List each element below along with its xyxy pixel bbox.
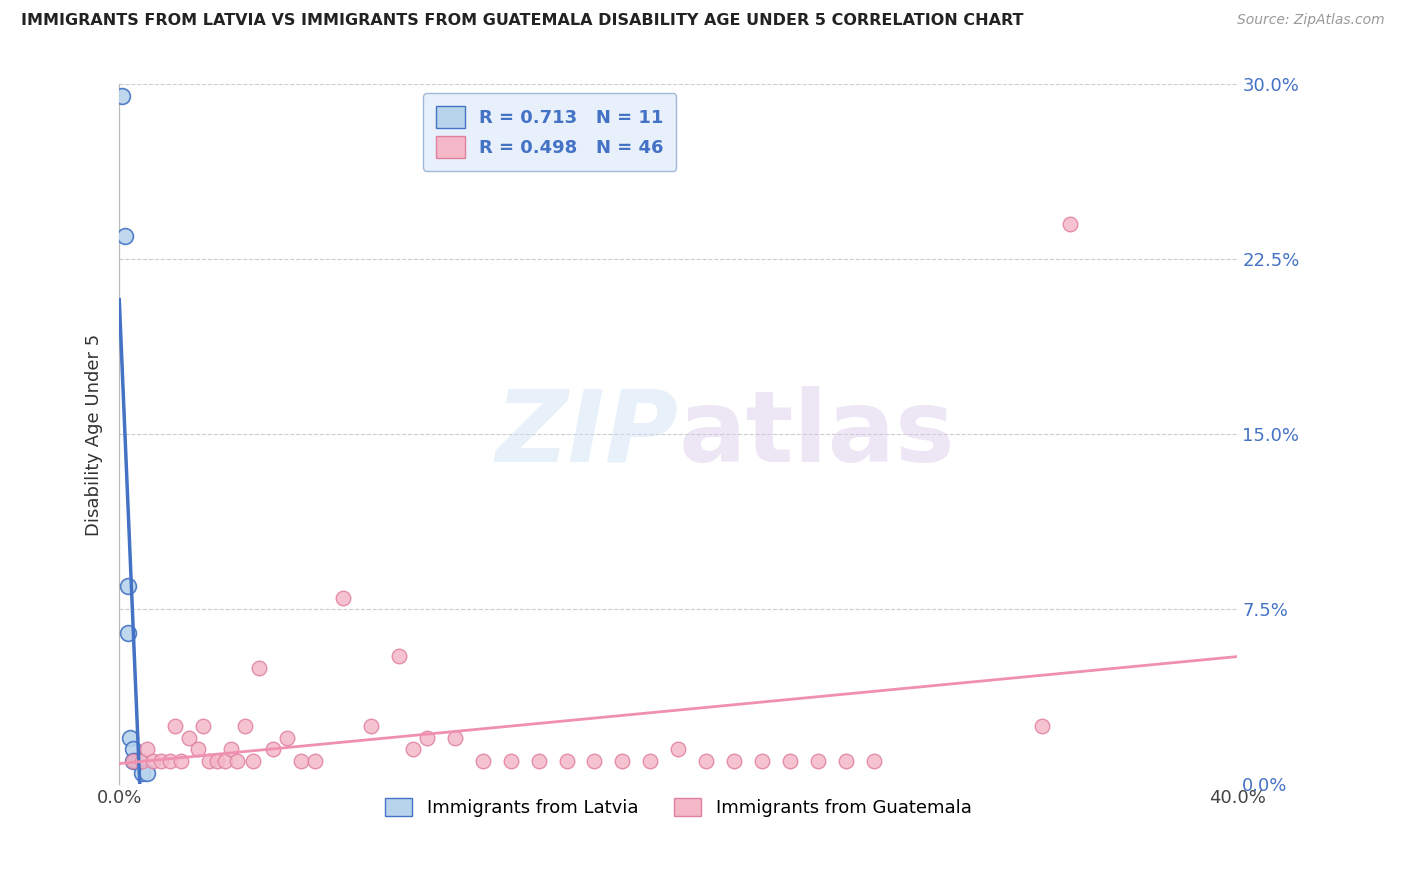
Point: [360, 719, 382, 733]
Point: [262, 742, 284, 756]
Point: [807, 754, 830, 768]
Point: [165, 719, 187, 733]
Point: [835, 754, 858, 768]
Y-axis label: Disability Age Under 5: Disability Age Under 5: [86, 334, 103, 535]
Point: [122, 754, 145, 768]
Point: [122, 754, 145, 768]
Point: [186, 742, 208, 756]
Point: [499, 754, 522, 768]
Point: [416, 731, 439, 745]
Point: [332, 591, 354, 605]
Point: [388, 649, 411, 664]
Point: [583, 754, 606, 768]
Point: [179, 731, 201, 745]
Point: [214, 754, 236, 768]
Point: [555, 754, 578, 768]
Point: [527, 754, 550, 768]
Point: [136, 765, 159, 780]
Point: [122, 742, 145, 756]
Text: ZIP: ZIP: [495, 386, 678, 483]
Point: [723, 754, 745, 768]
Point: [128, 754, 150, 768]
Point: [205, 754, 228, 768]
Point: [136, 742, 159, 756]
Point: [751, 754, 773, 768]
Point: [666, 742, 689, 756]
Legend: Immigrants from Latvia, Immigrants from Guatemala: Immigrants from Latvia, Immigrants from …: [378, 790, 979, 824]
Point: [219, 742, 242, 756]
Point: [695, 754, 717, 768]
Text: atlas: atlas: [678, 386, 955, 483]
Point: [640, 754, 662, 768]
Point: [443, 731, 465, 745]
Point: [247, 661, 270, 675]
Point: [191, 719, 214, 733]
Point: [402, 742, 425, 756]
Point: [276, 731, 298, 745]
Point: [150, 754, 173, 768]
Text: IMMIGRANTS FROM LATVIA VS IMMIGRANTS FROM GUATEMALA DISABILITY AGE UNDER 5 CORRE: IMMIGRANTS FROM LATVIA VS IMMIGRANTS FRO…: [21, 13, 1024, 29]
Point: [197, 754, 219, 768]
Point: [142, 754, 165, 768]
Point: [225, 754, 247, 768]
Point: [304, 754, 326, 768]
Point: [612, 754, 634, 768]
Point: [117, 625, 139, 640]
Point: [170, 754, 193, 768]
Point: [117, 579, 139, 593]
Point: [131, 765, 153, 780]
Text: Source: ZipAtlas.com: Source: ZipAtlas.com: [1237, 13, 1385, 28]
Point: [242, 754, 264, 768]
Point: [131, 754, 153, 768]
Point: [1059, 218, 1081, 232]
Point: [120, 731, 142, 745]
Point: [863, 754, 886, 768]
Point: [471, 754, 494, 768]
Point: [114, 229, 136, 244]
Point: [779, 754, 801, 768]
Point: [159, 754, 181, 768]
Point: [233, 719, 256, 733]
Point: [1031, 719, 1053, 733]
Point: [290, 754, 312, 768]
Point: [111, 89, 134, 103]
Point: [125, 754, 148, 768]
